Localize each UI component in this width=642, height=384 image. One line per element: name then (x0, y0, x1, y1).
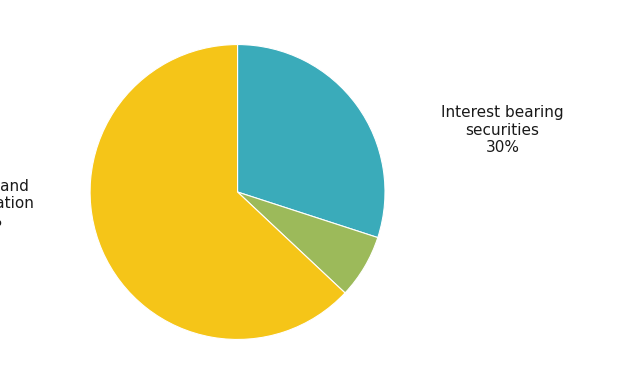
Wedge shape (90, 45, 345, 339)
Wedge shape (238, 192, 377, 293)
Text: Other financial
investments
7%: Other financial investments 7% (207, 0, 320, 3)
Text: Shares and
participation
63%: Shares and participation 63% (0, 179, 34, 229)
Wedge shape (238, 45, 385, 238)
Text: Interest bearing
securities
30%: Interest bearing securities 30% (441, 105, 564, 155)
